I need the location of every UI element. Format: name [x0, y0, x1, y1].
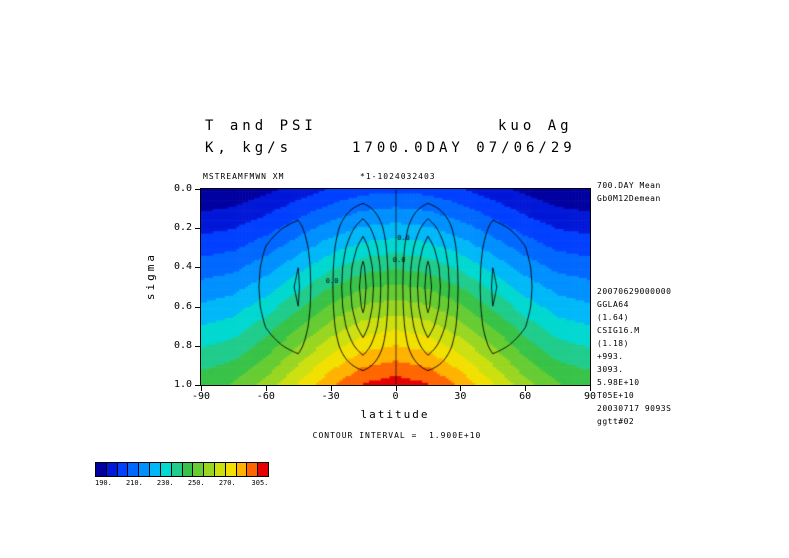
x-tick-mark [525, 386, 527, 391]
x-tick-mark [201, 386, 202, 391]
x-tick-mark [395, 386, 397, 391]
y-tick-label: 1.0 [173, 379, 192, 390]
colorbar-segment [236, 463, 248, 476]
colorbar-label: 190. [95, 479, 112, 487]
x-tick-mark [330, 386, 332, 391]
annotation-line: CSIG16.M [597, 326, 640, 335]
x-axis-label: latitude [360, 408, 430, 421]
x-tick-label: 30 [454, 391, 467, 402]
y-tick-mark [195, 267, 200, 269]
units-label: K, kg/s [205, 140, 293, 156]
colorbar-segment [160, 463, 172, 476]
colorbar-label: 305. [251, 479, 269, 487]
annotation-line: 700.DAY Mean [597, 181, 661, 190]
y-tick-mark [195, 228, 200, 230]
y-axis-label: sigma [144, 252, 157, 301]
y-tick-label: 0.6 [173, 300, 192, 312]
annotation-line: 20070629000000 [597, 287, 672, 296]
annotation-line: ggtt#02 [597, 417, 635, 426]
contour-interval-caption: CONTOUR INTERVAL = 1.900E+10 [312, 431, 482, 440]
colorbar-label: 250. [187, 479, 205, 487]
x-tick-label: 0 [392, 391, 399, 402]
right-annotation-top: 700.DAY Mean Gb0M12Demean [597, 179, 661, 205]
y-tick-mark [195, 189, 200, 190]
annotation-line: (1.64) [597, 313, 629, 322]
y-tick-label: 0.0 [173, 183, 192, 194]
x-tick-label: 60 [519, 391, 532, 402]
colorbar-segment [247, 463, 259, 476]
colorbar-label: 230. [156, 479, 174, 487]
colorbar-segment [96, 463, 107, 476]
annotation-line: 5.98E+10 [597, 378, 640, 387]
colorbar [95, 462, 269, 477]
x-tick-label: -90 [191, 391, 211, 402]
y-tick-label: 0.4 [173, 261, 192, 273]
y-tick-mark [195, 345, 200, 347]
colorbar-segment [225, 463, 237, 476]
annotation-line: 20030717 9093S [597, 404, 672, 413]
y-tick-mark [195, 385, 200, 386]
x-tick-label: 90 [583, 391, 597, 402]
annotation-line: Gb0M12Demean [597, 194, 661, 203]
colorbar-segment [117, 463, 129, 476]
right-annotation-block: 20070629000000 GGLA64 (1.64) CSIG16.M (1.18)… [597, 285, 671, 428]
colorbar-segment [171, 463, 183, 476]
x-tick-label: -30 [321, 391, 340, 402]
x-tick-mark [460, 386, 462, 391]
annotation-line: T05E+10 [597, 391, 635, 400]
colorbar-label: 210. [125, 479, 143, 487]
y-tick-mark [195, 306, 200, 308]
y-tick-label: 0.8 [173, 339, 192, 351]
colorbar-segment [106, 463, 118, 476]
colorbar-segment [182, 463, 194, 476]
colorbar-segment [128, 463, 140, 476]
x-tick-mark [265, 386, 267, 391]
colorbar-segment [193, 463, 205, 476]
experiment-label: kuo Ag [498, 118, 573, 134]
annotation-line: (1.18) [597, 339, 629, 348]
plot-title: T and PSI [205, 118, 317, 134]
contour-plot-canvas [201, 189, 590, 385]
run-id-label: *1-1024032403 [360, 172, 436, 181]
colorbar-segment [139, 463, 151, 476]
day-date-label: 1700.0DAY 07/06/29 [352, 140, 576, 156]
plot-frame [200, 188, 591, 386]
colorbar-segment [214, 463, 226, 476]
annotation-line: GGLA64 [597, 300, 629, 309]
y-tick-label: 0.2 [173, 222, 192, 234]
stream-var-label: MSTREAMFMWN XM [203, 172, 285, 181]
x-tick-mark [590, 386, 591, 391]
colorbar-label: 270. [218, 479, 236, 487]
colorbar-segment [150, 463, 161, 476]
colorbar-segment [258, 463, 268, 476]
annotation-line: 3093. [597, 365, 624, 374]
x-tick-label: -60 [256, 391, 275, 402]
colorbar-segment [204, 463, 215, 476]
annotation-line: +993. [597, 352, 624, 361]
